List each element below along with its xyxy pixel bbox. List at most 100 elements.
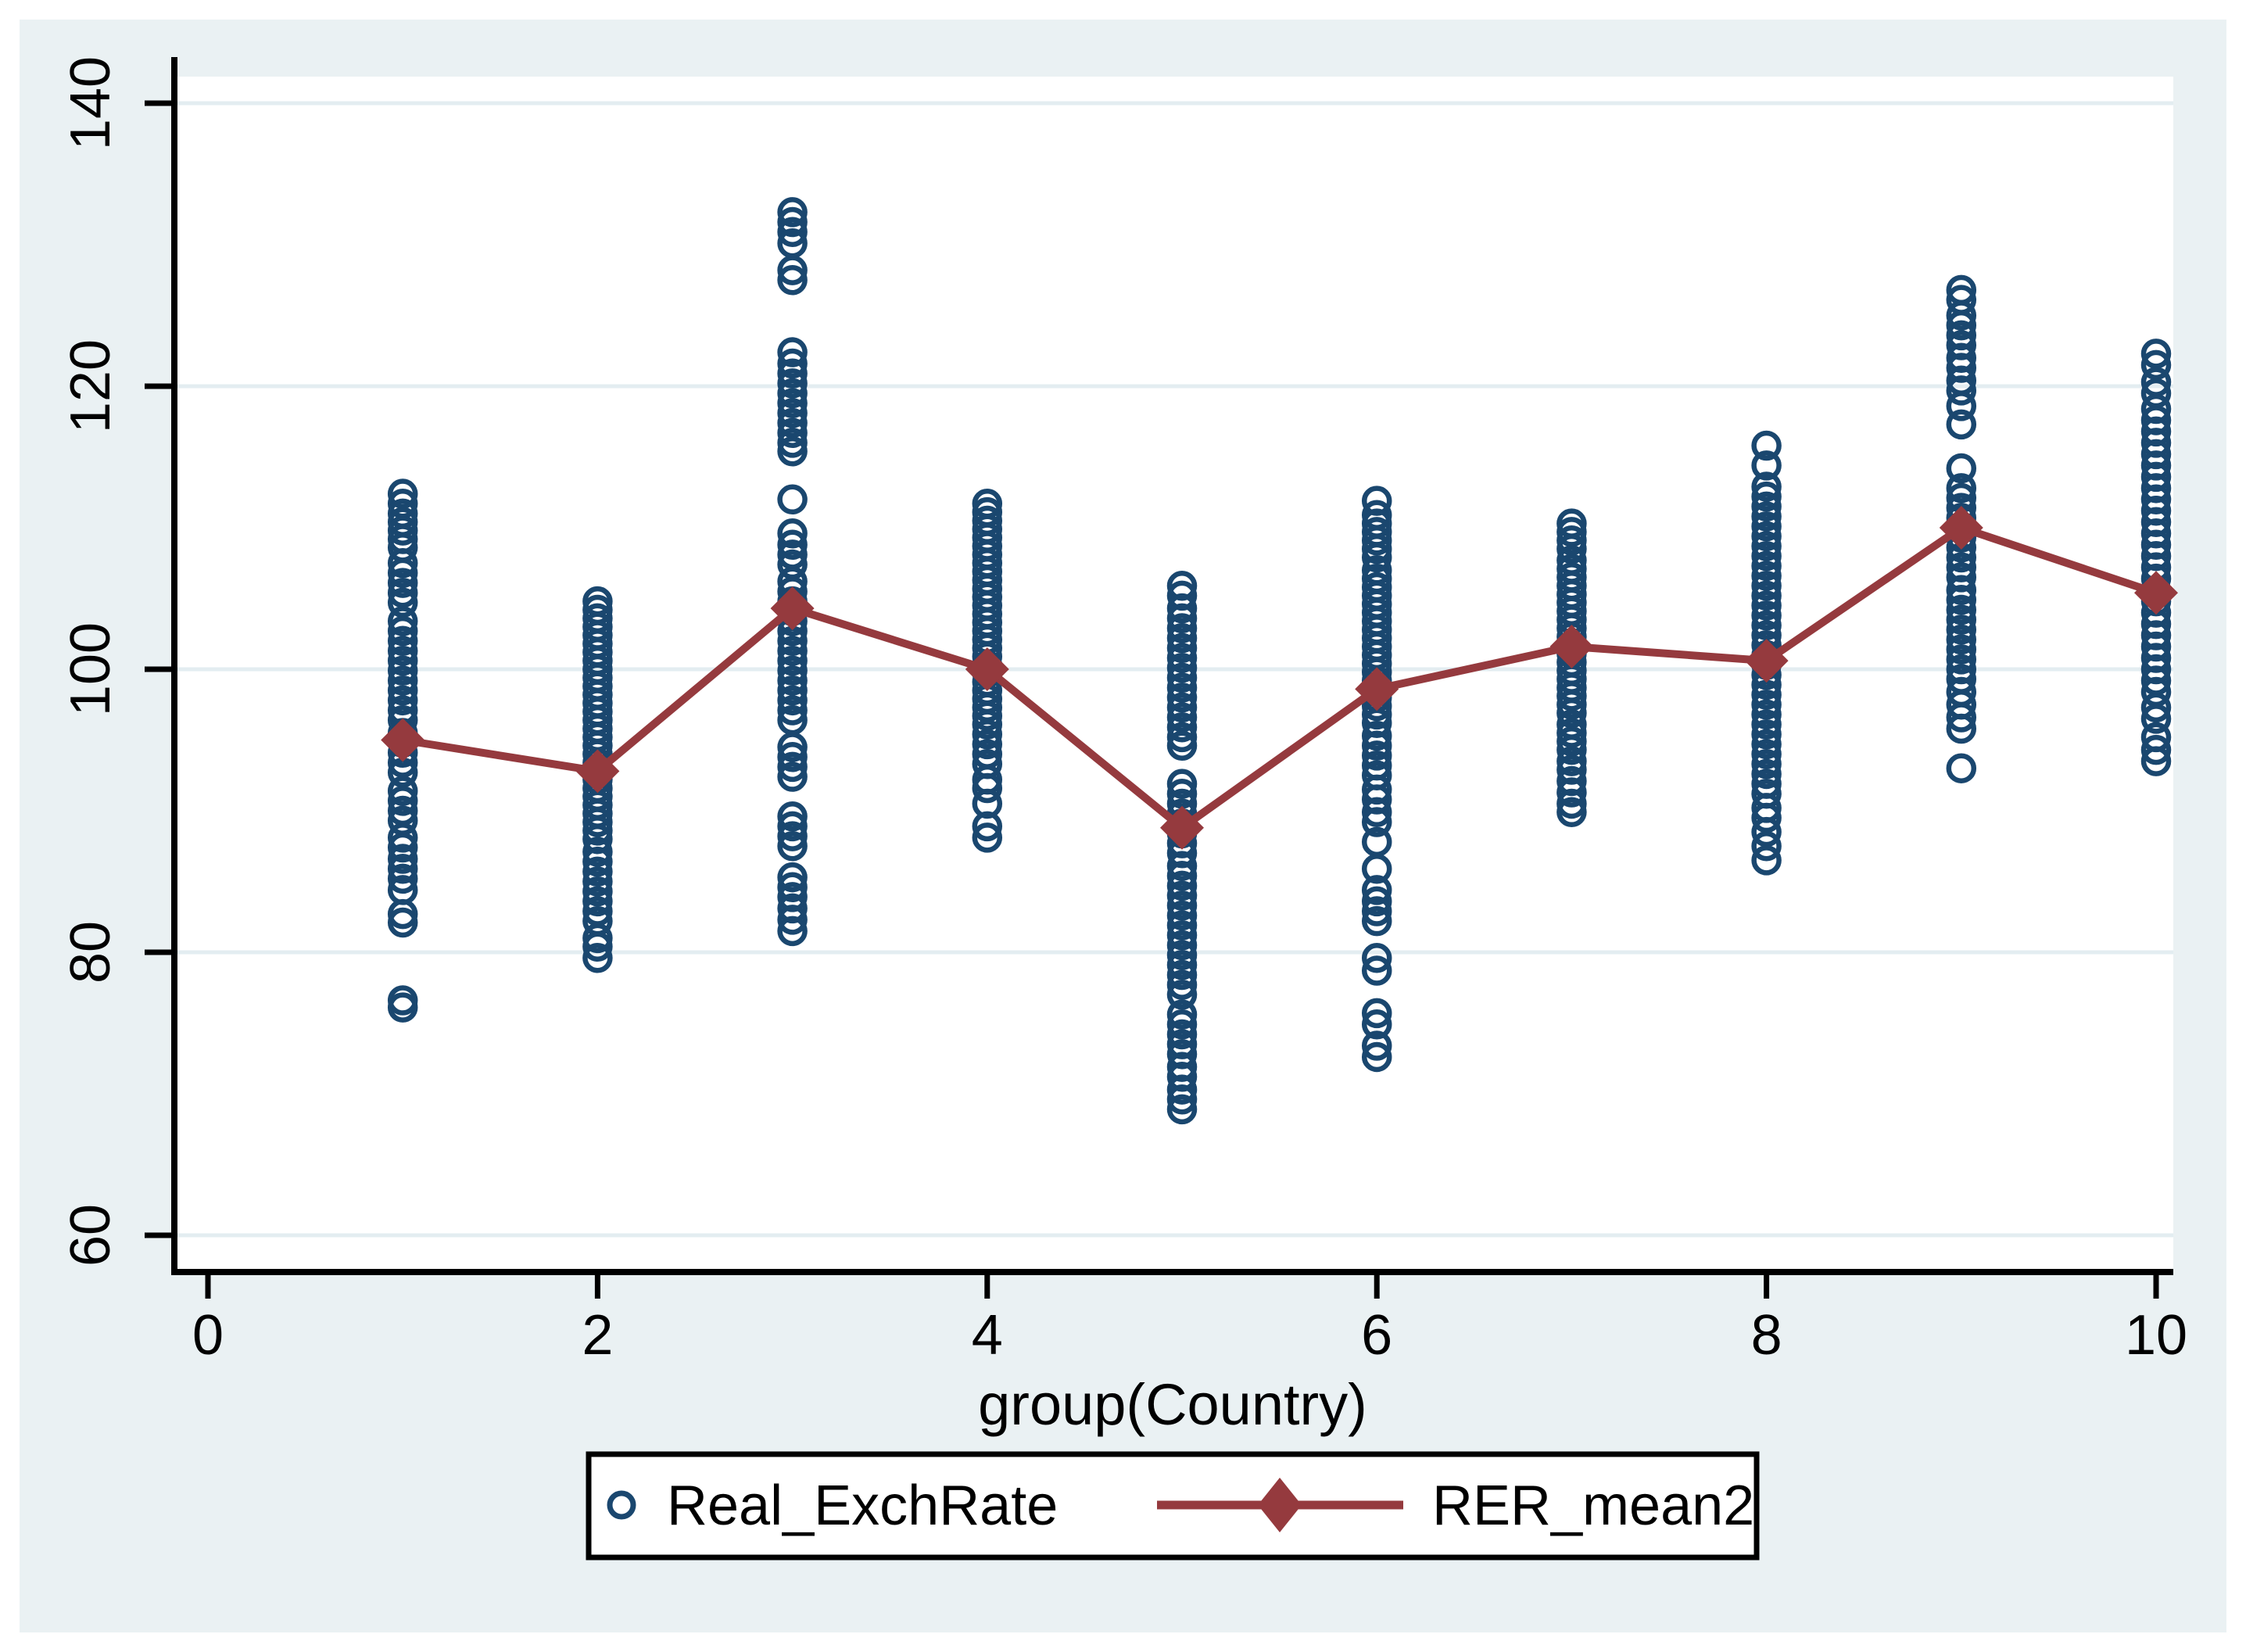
scatter-point <box>777 436 808 467</box>
scatter-point <box>1751 816 1782 848</box>
scatter-points-layer <box>387 197 2172 1125</box>
scatter-point <box>1556 697 1587 729</box>
scatter-point <box>1166 702 1198 733</box>
scatter-point <box>1556 525 1587 556</box>
scatter-point <box>2140 704 2172 734</box>
scatter-point <box>1946 604 1977 635</box>
scatter-point <box>1946 585 1977 615</box>
scatter-point <box>777 905 808 935</box>
scatter-point <box>1361 797 1392 828</box>
scatter-point <box>1946 375 1977 406</box>
scatter-point <box>1556 718 1587 748</box>
scatter-point <box>1751 570 1782 601</box>
scatter-point <box>972 701 1003 731</box>
y-tick-label-80: 80 <box>59 921 122 984</box>
scatter-point <box>1556 681 1587 711</box>
scatter-series-legend-icon <box>607 1490 636 1520</box>
scatter-point <box>777 811 808 842</box>
scatter-point <box>387 907 418 938</box>
scatter-point <box>2140 692 2172 723</box>
scatter-point <box>2140 339 2172 369</box>
scatter-point <box>1166 851 1198 881</box>
scatter-point <box>777 645 808 676</box>
scatter-point <box>777 217 808 247</box>
scatter-point <box>387 636 418 666</box>
scatter-point <box>1751 802 1782 833</box>
scatter-point <box>1166 711 1198 743</box>
scatter-point <box>387 587 418 618</box>
scatter-point <box>972 772 1003 804</box>
scatter-point <box>1751 749 1782 779</box>
scatter-point <box>777 378 808 409</box>
mean-line-layer <box>381 506 2178 850</box>
scatter-point <box>1166 769 1198 799</box>
scatter-point <box>2140 746 2172 776</box>
scatter-point <box>777 265 808 296</box>
scatter-point <box>1751 511 1782 542</box>
scatter-point <box>1751 739 1782 769</box>
mean-diamond-marker <box>1939 506 1983 550</box>
mean-diamond-marker <box>2134 571 2178 615</box>
scatter-point <box>777 685 808 716</box>
y-tick-label-120: 120 <box>59 339 122 433</box>
scatter-point <box>1751 729 1782 760</box>
scatter-point <box>777 337 808 367</box>
scatter-point <box>1946 634 1977 665</box>
scatter-point <box>1166 900 1198 931</box>
scatter-point <box>387 625 418 657</box>
scatter-point <box>777 862 808 893</box>
scatter-point <box>777 675 808 706</box>
scatter-point <box>1751 471 1782 502</box>
scatter-point <box>1946 713 1977 744</box>
scatter-point <box>1751 831 1782 862</box>
scatter-point <box>1166 1094 1198 1125</box>
mean-line <box>402 523 2158 833</box>
scatter-point <box>1166 920 1198 951</box>
scatter-point <box>387 578 418 608</box>
scatter-point <box>387 832 418 863</box>
scatter-point <box>1751 709 1782 740</box>
scatter-point <box>1946 594 1977 625</box>
scatter-point <box>582 931 613 962</box>
mean-diamond-marker <box>1549 625 1594 669</box>
scatter-point <box>1166 730 1198 761</box>
scatter-point <box>1166 950 1198 980</box>
scatter-point <box>1751 690 1782 720</box>
scatter-point <box>1166 632 1198 664</box>
scatter-point <box>1556 517 1587 547</box>
scatter-point <box>1361 942 1392 973</box>
scatter-point <box>1751 845 1782 876</box>
scatter-point <box>1556 734 1587 765</box>
scatter-point <box>1166 593 1198 624</box>
x-axis-title: group(Country) <box>978 1372 1367 1437</box>
scatter-point <box>2140 349 2172 381</box>
scatter-point <box>1751 540 1782 572</box>
scatter-point <box>1946 702 1977 733</box>
scatter-point <box>1556 726 1587 757</box>
scatter-point <box>387 786 418 816</box>
scatter-point <box>1166 692 1198 723</box>
scatter-point <box>1361 955 1392 986</box>
scatter-point <box>1751 600 1782 631</box>
legend-label-real-exchrate: Real_ExchRate <box>667 1475 1058 1537</box>
scatter-point <box>777 484 808 515</box>
scatter-point <box>387 568 418 598</box>
scatter-point <box>777 529 808 560</box>
scatter-point <box>1166 603 1198 634</box>
scatter-point <box>387 685 418 716</box>
scatter-point <box>582 942 613 973</box>
scatter-point <box>1166 930 1198 961</box>
scatter-point <box>387 645 418 676</box>
scatter-point <box>1556 690 1587 720</box>
y-tick-label-60: 60 <box>59 1204 122 1267</box>
legend-label-rer-mean2: RER_mean2 <box>1432 1475 1754 1537</box>
scatter-point <box>387 992 418 1023</box>
scatter-point <box>777 732 808 762</box>
scatter-point <box>1946 753 1977 783</box>
scatter-point <box>1361 875 1392 905</box>
scatter-point <box>1946 644 1977 675</box>
scatter-point <box>582 815 613 846</box>
scatter-point <box>972 811 1003 842</box>
diamond-icon <box>1258 1478 1302 1532</box>
